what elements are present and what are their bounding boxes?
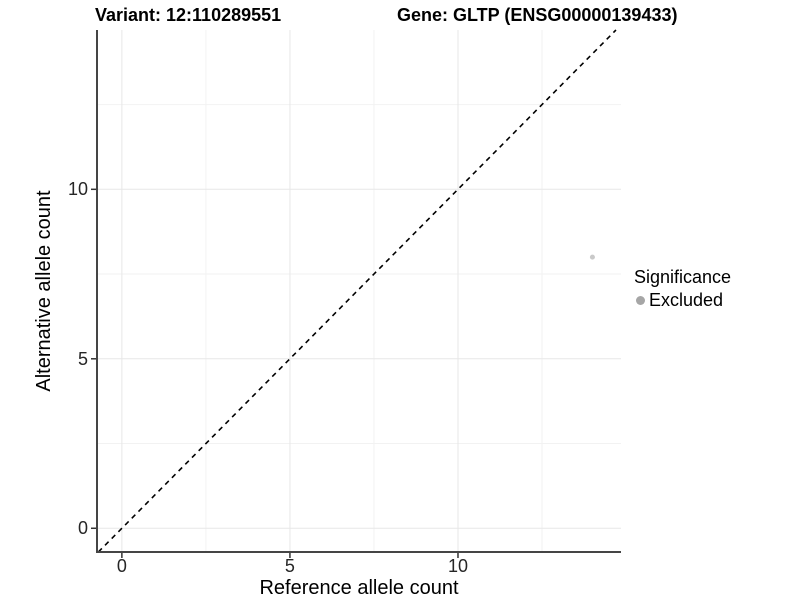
y-axis-tick-label: 0 <box>77 518 88 539</box>
legend-title: Significance <box>634 267 732 287</box>
y-axis-tick-label: 5 <box>77 348 88 369</box>
data-point <box>589 254 595 260</box>
x-axis-tick-label: 0 <box>116 556 127 576</box>
y-axis-title: Alternative allele count <box>33 190 55 392</box>
legend-item-excluded: Excluded <box>636 290 731 311</box>
x-axis-title: Reference allele count <box>259 577 459 599</box>
legend: Significance Excluded <box>634 267 731 311</box>
plot-title-variant: Variant: 12:110289551 <box>95 5 282 25</box>
y-axis-tick-label: 10 <box>67 179 88 200</box>
x-axis-tick-label: 5 <box>284 556 295 576</box>
legend-key-dot-icon <box>636 296 645 305</box>
plot-title-gene: Gene: GLTP (ENSG00000139433) <box>397 5 678 25</box>
legend-item-label: Excluded <box>649 290 724 310</box>
identity-reference-line <box>97 29 617 553</box>
x-axis-tick-label: 10 <box>447 556 468 576</box>
